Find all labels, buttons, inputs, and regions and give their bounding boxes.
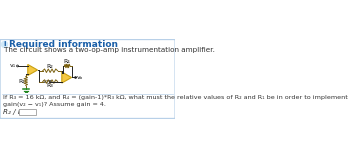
Text: Required information: Required information: [8, 40, 118, 49]
Text: The circuit shows a two-op-amp instrumentation amplifier.: The circuit shows a two-op-amp instrumen…: [4, 47, 215, 53]
Text: R₃: R₃: [47, 83, 54, 88]
Text: vₒ: vₒ: [77, 75, 83, 80]
Text: i: i: [3, 41, 6, 47]
Text: R₄: R₄: [64, 59, 71, 64]
Polygon shape: [28, 64, 37, 76]
Text: v₂: v₂: [43, 79, 49, 84]
Circle shape: [1, 41, 7, 47]
Text: If R₃ = 16 kΩ, and R₄ = (gain-1)*R₃ kΩ, what must the relative values of R₂ and : If R₃ = 16 kΩ, and R₄ = (gain-1)*R₃ kΩ, …: [3, 95, 350, 107]
FancyBboxPatch shape: [19, 109, 36, 115]
Text: R₁: R₁: [19, 79, 25, 84]
Text: R₂: R₂: [47, 64, 54, 69]
FancyBboxPatch shape: [0, 40, 175, 118]
Polygon shape: [62, 72, 71, 83]
Text: v₁: v₁: [10, 64, 16, 68]
Text: R₂ / R₁ =: R₂ / R₁ =: [3, 109, 34, 115]
